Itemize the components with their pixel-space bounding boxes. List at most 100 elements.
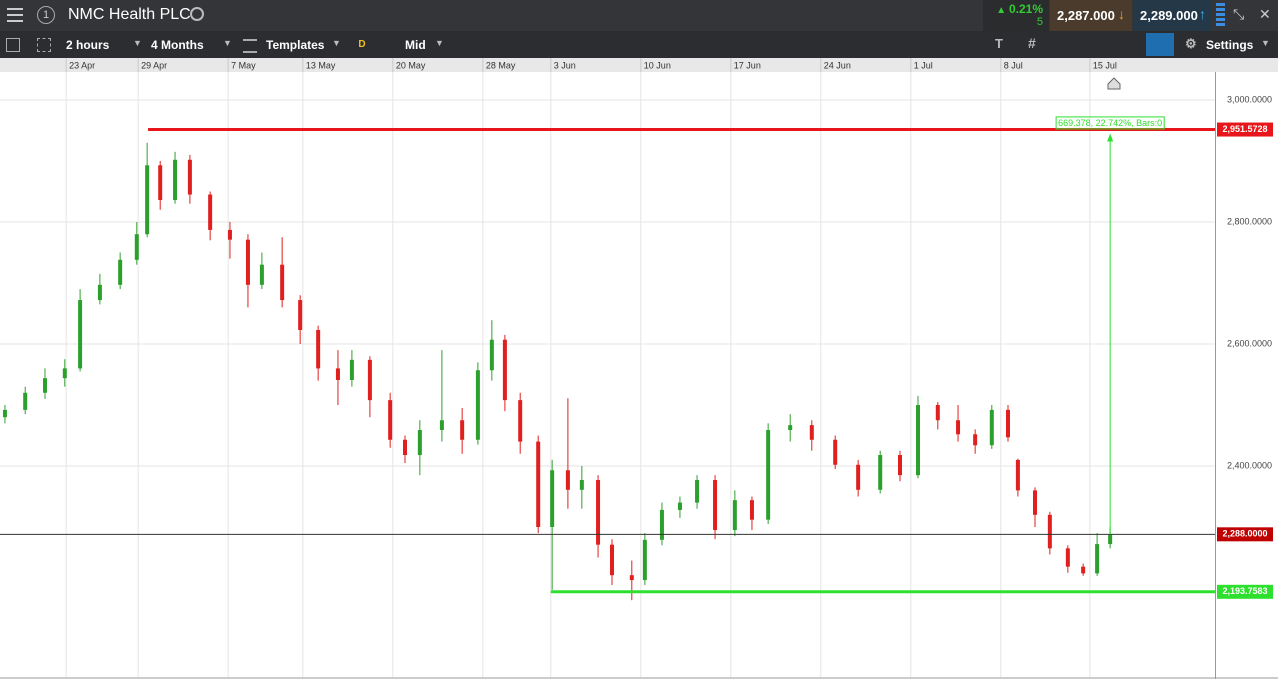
candle-body — [62, 368, 67, 379]
change-value: 0.21% — [1008, 2, 1043, 16]
candle-body — [695, 480, 700, 503]
date-axis-band — [0, 58, 1278, 72]
level-label-box — [1217, 122, 1273, 137]
candle-body — [173, 159, 178, 201]
candle-body — [1006, 409, 1010, 438]
close-button[interactable]: ✕ — [1259, 6, 1271, 22]
list-icon[interactable] — [6, 38, 20, 52]
menu-button[interactable] — [7, 8, 23, 22]
candle-body — [158, 165, 163, 201]
candle-body — [550, 470, 555, 528]
candle-body — [489, 339, 494, 371]
x-tick-label: 1 Jul — [914, 60, 933, 70]
grid-tool[interactable]: # — [1028, 35, 1036, 51]
candle-body — [788, 425, 793, 431]
candle-body — [227, 229, 232, 240]
templates-icon — [243, 39, 257, 53]
candle-body — [502, 339, 507, 401]
x-tick-label: 8 Jul — [1004, 60, 1023, 70]
measure-label-box — [1055, 116, 1165, 130]
y-tick-label: 2,600.0000 — [1227, 338, 1272, 348]
y-tick-label: 2,800.0000 — [1227, 216, 1272, 226]
buy-button[interactable]: 2,289.000 ↑ — [1133, 0, 1211, 31]
settings-button[interactable]: Settings — [1206, 38, 1254, 52]
search-icon[interactable] — [190, 7, 204, 21]
candle-body — [245, 239, 250, 285]
change-box: ▲ 0.21% 5 — [983, 0, 1049, 31]
candle-body — [935, 405, 940, 421]
dropdown-arrow: ▼ — [435, 38, 444, 48]
templates-button[interactable]: Templates — [266, 38, 325, 52]
change: ▲ 0.21% — [996, 2, 1043, 16]
candle-body — [349, 359, 354, 380]
candle-body — [2, 409, 7, 418]
sell-button[interactable]: 2,287.000 ↓ — [1050, 0, 1132, 31]
active-tool[interactable] — [1146, 33, 1174, 56]
level-label: 2,951.5728 — [1222, 124, 1267, 134]
candle-body — [23, 392, 28, 410]
candle-body — [610, 544, 614, 576]
dropdown-arrow: ▼ — [223, 38, 232, 48]
window-number[interactable]: 1 — [37, 6, 55, 24]
x-tick-label: 23 Apr — [69, 60, 95, 70]
layout-icon[interactable] — [37, 38, 51, 52]
candle-body — [956, 420, 961, 435]
candle-body — [713, 480, 718, 531]
candle-body — [1108, 534, 1113, 545]
sell-arrow: ↓ — [1118, 6, 1125, 22]
price-type-select[interactable]: Mid — [405, 38, 426, 52]
range-select[interactable]: 4 Months — [151, 38, 204, 52]
candle-body — [417, 430, 422, 456]
candle-body — [1015, 459, 1020, 491]
candle-body — [208, 194, 213, 230]
candle-body — [989, 409, 994, 446]
resize-button[interactable]: ⤡ — [1233, 6, 1245, 22]
x-tick-label: 13 May — [306, 60, 336, 70]
candle-body — [145, 165, 150, 235]
x-tick-label: 3 Jun — [554, 60, 576, 70]
level-label-box — [1217, 527, 1273, 542]
measure-arrow — [1107, 133, 1114, 142]
level-label-box — [1217, 584, 1273, 599]
chart: 23 Apr 29 Apr 7 May 13 May 20 May 28 May 3 Jun… — [0, 58, 1278, 679]
candle-body — [749, 500, 754, 520]
settings-icon: ⚙ — [1185, 36, 1197, 51]
candle-body — [259, 264, 264, 285]
d-button[interactable]: D — [358, 39, 366, 50]
x-tick-label: 17 Jun — [734, 60, 761, 70]
dropdown-arrow: ▼ — [332, 38, 341, 48]
candle-body — [280, 264, 285, 301]
x-tick-label: 7 May — [231, 60, 256, 70]
candle-body — [536, 441, 541, 528]
candle-body — [833, 439, 838, 465]
candle-body — [1081, 566, 1086, 574]
candle-body — [1047, 514, 1052, 549]
dropdown-arrow: ▼ — [1261, 38, 1270, 48]
candle-body — [973, 434, 978, 446]
x-tick-label: 24 Jun — [824, 60, 851, 70]
candle-body — [629, 575, 634, 581]
interval-select[interactable]: 2 hours — [66, 38, 110, 52]
level-label: 2,288.0000 — [1222, 529, 1267, 539]
candle-body — [134, 234, 139, 260]
candle-body — [78, 300, 83, 369]
x-tick-label: 15 Jul — [1093, 60, 1117, 70]
candle-body — [809, 425, 814, 440]
candle-body — [766, 430, 771, 520]
sell-price: 2,287.000 — [1057, 8, 1115, 23]
candle-body — [335, 368, 340, 380]
candle-body — [565, 470, 570, 490]
candle-body — [916, 405, 920, 476]
candle-body — [898, 455, 902, 476]
text-tool[interactable]: T — [995, 36, 1003, 51]
candle-body — [367, 359, 372, 401]
y-tick-label: 3,000.0000 — [1227, 94, 1272, 104]
candle-body — [298, 300, 303, 330]
candle-body — [1095, 544, 1100, 574]
candle-body — [732, 500, 737, 531]
candle-body — [460, 420, 465, 440]
current-time-marker — [1107, 77, 1121, 90]
candle-body — [403, 439, 407, 456]
dropdown-arrow: ▼ — [133, 38, 142, 48]
